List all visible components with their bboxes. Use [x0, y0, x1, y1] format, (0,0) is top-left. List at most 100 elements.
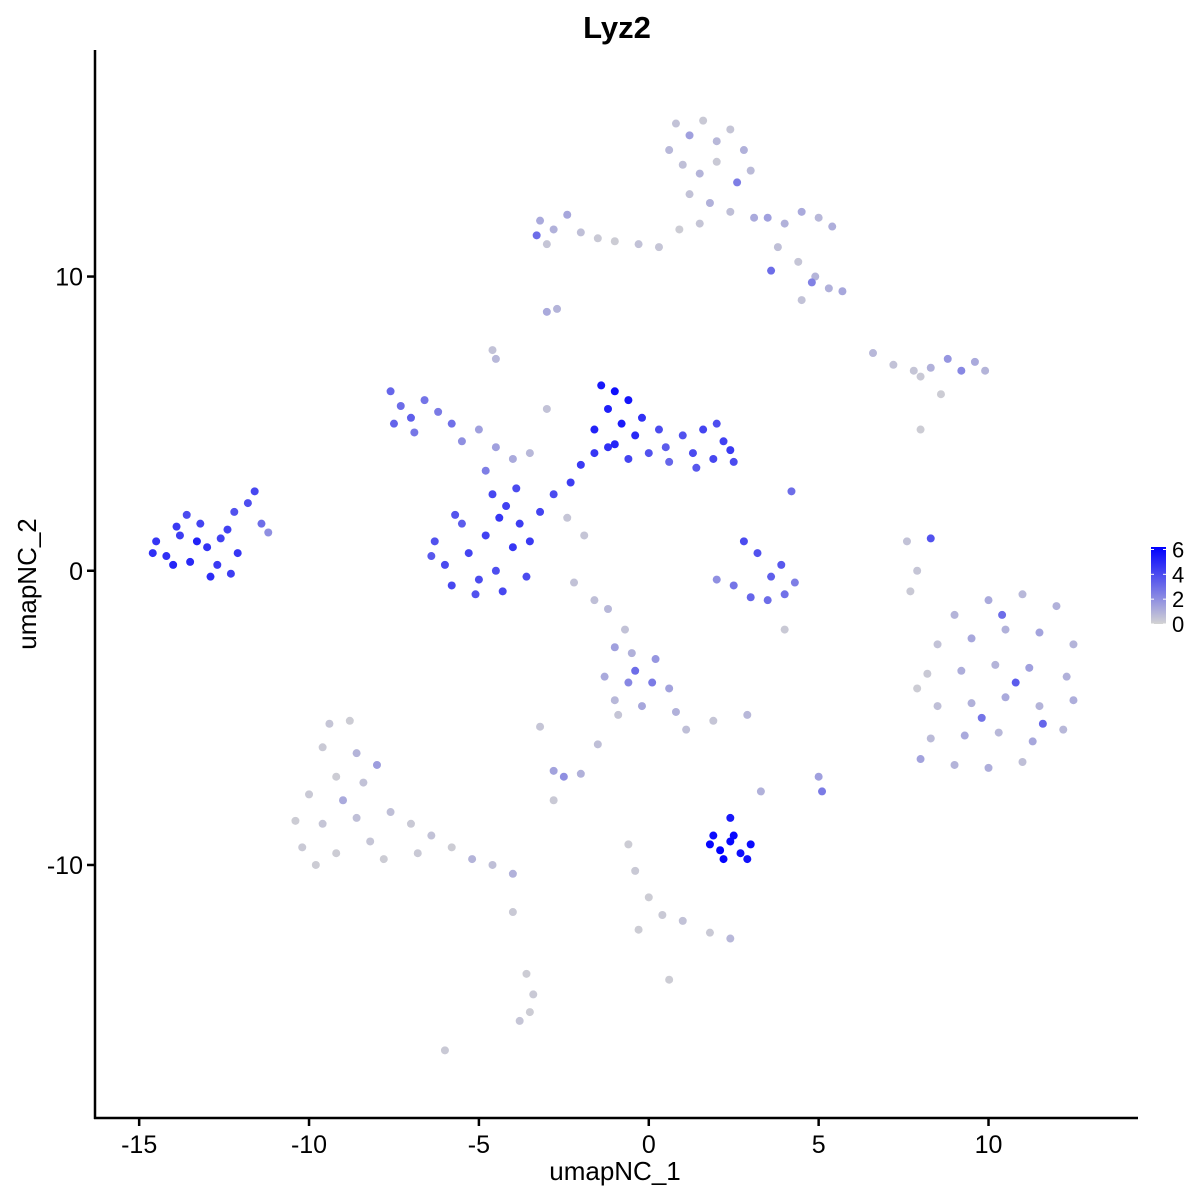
cell-point — [580, 531, 589, 540]
cell-point — [712, 419, 721, 428]
y-ticks: -10 0 10 — [47, 264, 95, 880]
cell-point — [508, 543, 517, 552]
cell-point — [604, 443, 613, 452]
cell-point — [464, 549, 473, 558]
cell-point — [838, 287, 847, 296]
cell-point — [750, 213, 759, 222]
cell-point — [950, 760, 959, 769]
cell-point — [213, 560, 222, 569]
cell-point — [624, 840, 633, 849]
cell-point — [790, 578, 799, 587]
cell-point — [736, 849, 745, 858]
cell-point — [410, 428, 419, 437]
cell-point — [943, 354, 952, 363]
cell-point — [325, 719, 334, 728]
cell-point — [536, 216, 545, 225]
cell-point — [970, 357, 979, 366]
cell-point — [631, 431, 640, 440]
cell-point — [984, 763, 993, 772]
cell-point — [1069, 696, 1078, 705]
cell-point — [386, 387, 395, 396]
chart-title: Lyz2 — [583, 10, 651, 45]
cell-point — [610, 387, 619, 396]
cell-point — [512, 484, 521, 493]
cell-point — [1001, 625, 1010, 634]
cell-point — [488, 346, 497, 355]
cell-point — [576, 460, 585, 469]
cell-point — [933, 702, 942, 711]
cell-point — [223, 525, 232, 534]
cell-point — [797, 296, 806, 305]
cell-point — [162, 552, 171, 561]
cell-point — [549, 225, 558, 234]
cell-point — [396, 402, 405, 410]
cell-point — [413, 849, 422, 858]
cell-point — [593, 234, 602, 243]
cell-point — [936, 390, 945, 399]
cell-point — [716, 846, 725, 855]
cell-point — [1035, 628, 1044, 637]
colorbar-tick-label: 6 — [1172, 537, 1184, 562]
cell-point — [726, 446, 735, 455]
cell-point — [447, 843, 456, 852]
cell-point — [913, 684, 922, 693]
cell-point — [590, 449, 599, 458]
cell-point — [291, 816, 300, 825]
cell-point — [631, 666, 640, 675]
cell-point — [481, 531, 490, 540]
cell-point — [763, 213, 772, 222]
cell-point — [733, 178, 742, 187]
cell-point — [637, 702, 646, 711]
cell-point — [604, 605, 613, 614]
cell-point — [773, 243, 782, 252]
cell-point — [1018, 758, 1027, 766]
cell-point — [699, 425, 708, 434]
x-ticks: -15 -10 -5 0 5 10 — [121, 1118, 1002, 1159]
cell-point — [726, 125, 735, 134]
cell-point — [576, 228, 585, 237]
cell-point — [576, 769, 585, 778]
cell-point — [926, 734, 935, 743]
cell-point — [634, 240, 643, 249]
cell-point — [756, 787, 765, 796]
cell-point — [226, 569, 235, 578]
cell-point — [474, 575, 483, 584]
cell-point — [678, 916, 687, 925]
colorbar-tick-label: 2 — [1172, 587, 1184, 612]
y-tick-label: 10 — [55, 264, 83, 292]
cell-point — [658, 910, 667, 919]
cell-point — [620, 625, 629, 634]
cell-point — [692, 463, 701, 472]
cell-point — [522, 969, 531, 978]
cell-point — [926, 363, 935, 372]
cell-point — [753, 549, 762, 558]
cell-point — [729, 831, 738, 840]
cell-point — [685, 131, 694, 140]
cell-point — [352, 749, 361, 758]
cell-point — [746, 166, 755, 175]
cell-point — [916, 372, 925, 381]
cell-point — [719, 855, 728, 864]
cell-point — [671, 119, 680, 128]
cell-point — [502, 502, 511, 511]
cell-point — [451, 510, 460, 519]
cell-point — [624, 396, 633, 405]
cell-point — [529, 990, 538, 999]
x-tick-label: 0 — [642, 1131, 656, 1159]
cell-point — [709, 831, 718, 840]
y-axis-label: umapNC_2 — [12, 518, 42, 650]
cell-point — [563, 513, 572, 522]
cell-point — [457, 519, 466, 528]
cell-point — [525, 537, 534, 546]
cell-point — [654, 243, 663, 252]
cell-point — [902, 537, 911, 546]
cell-point — [345, 716, 354, 725]
cell-point — [739, 537, 748, 546]
cell-point — [264, 528, 273, 537]
x-tick-label: 10 — [975, 1131, 1003, 1159]
cell-point — [824, 284, 833, 293]
cell-point — [542, 307, 551, 316]
cell-point — [743, 855, 752, 864]
cell-point — [169, 560, 178, 569]
cell-point — [372, 760, 381, 769]
